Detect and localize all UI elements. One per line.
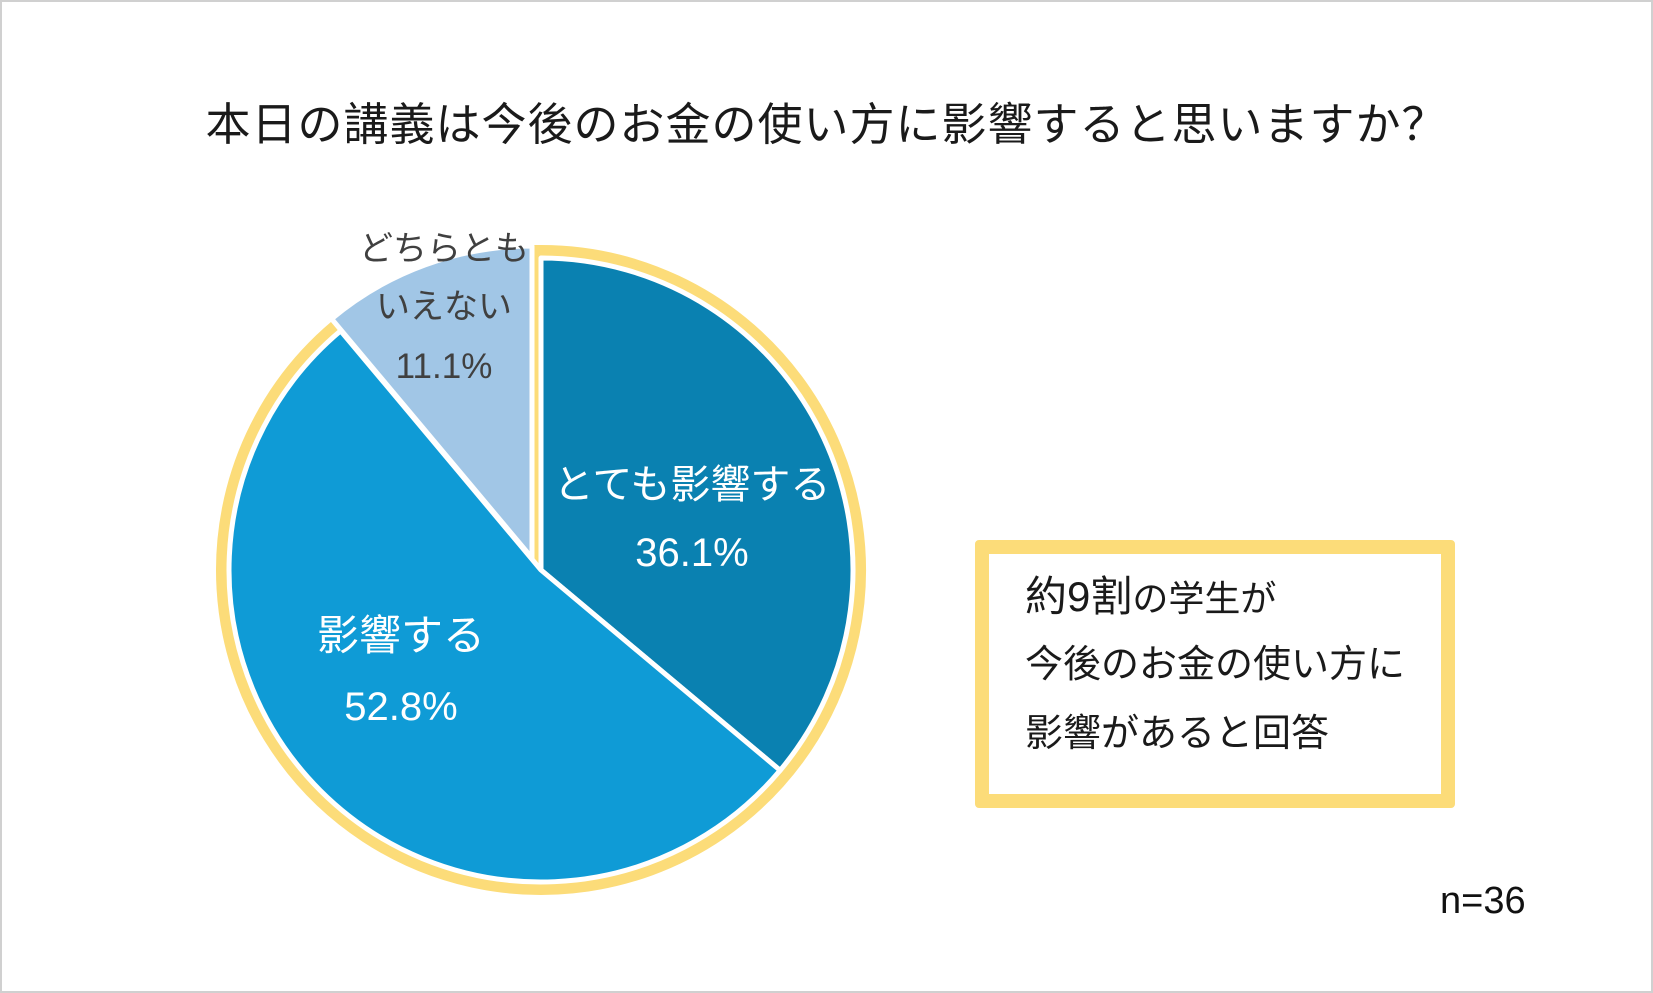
summary-line-2: 今後のお金の使い方に (1025, 642, 1406, 686)
slice-label-undecided-line1: どちらとも (359, 229, 529, 269)
slice-label-very-influential: とても影響する (554, 462, 831, 508)
slice-label-undecided-line2: いえない (376, 287, 512, 327)
slice-label-influential: 影響する (317, 611, 485, 660)
sample-size-label: n=36 (1440, 880, 1526, 922)
summary-line-3: 影響があると回答 (1025, 711, 1330, 755)
slice-value-very-influential: 36.1% (635, 531, 748, 575)
summary-line-1: 約9割の学生が (1025, 576, 1441, 628)
summary-line-1-rest: の学生が (1132, 579, 1277, 620)
slice-very-influential (538, 255, 856, 773)
summary-callout: 約9割の学生が 今後のお金の使い方に 影響があると回答 (975, 540, 1455, 808)
summary-highlight: 約9割 (1025, 573, 1133, 620)
slice-undecided (329, 243, 535, 561)
slice-influential (226, 328, 783, 885)
slice-value-influential: 52.8% (344, 685, 457, 729)
slice-value-undecided: 11.1% (396, 347, 493, 386)
chart-title: 本日の講義は今後のお金の使い方に影響すると思いますか？ (205, 98, 1448, 151)
